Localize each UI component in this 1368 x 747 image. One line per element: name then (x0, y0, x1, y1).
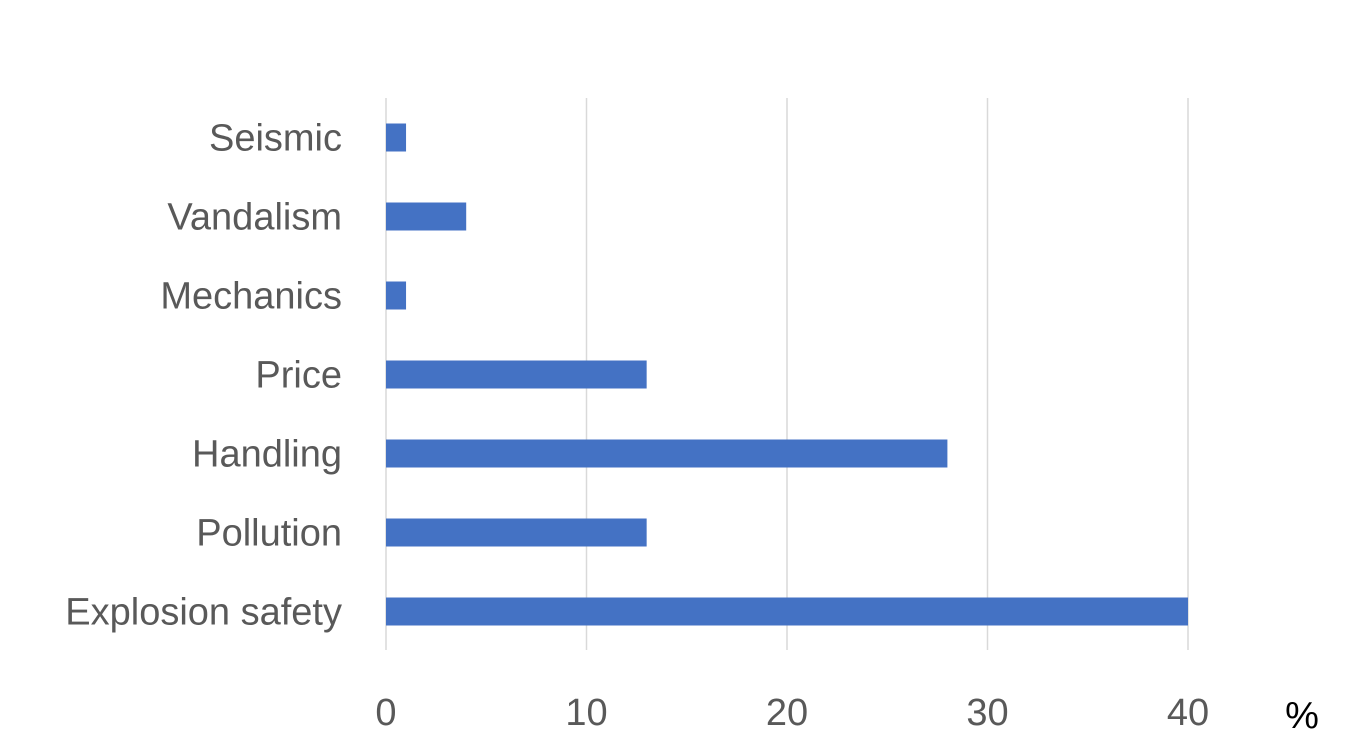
category-label: Explosion safety (65, 592, 342, 634)
x-tick-label: 10 (565, 692, 607, 734)
category-label: Vandalism (167, 197, 342, 239)
category-label: Pollution (196, 513, 342, 555)
bar-mechanics (386, 281, 407, 310)
category-label: Mechanics (160, 276, 342, 318)
gridlines (385, 98, 1189, 650)
bar-handling (386, 439, 948, 468)
x-tick-label: 40 (1167, 692, 1209, 734)
bar-pollution (386, 518, 647, 547)
bar-price (386, 360, 647, 389)
bar-vandalism (386, 202, 467, 231)
category-label: Seismic (209, 118, 342, 160)
x-tick-label: 30 (966, 692, 1008, 734)
category-label: Price (255, 355, 342, 397)
bar-seismic (386, 123, 407, 152)
x-unit-label: % (1285, 695, 1319, 737)
category-label: Handling (192, 434, 342, 476)
category-labels: Seismic Vandalism Mechanics Price Handling Po… (65, 118, 342, 634)
bars (386, 123, 1188, 626)
bar-explosion-safety (386, 597, 1188, 626)
x-tick-label: 20 (766, 692, 808, 734)
x-tick-labels: 0 10 20 30 40 (375, 692, 1209, 734)
x-tick-label: 0 (375, 692, 396, 734)
